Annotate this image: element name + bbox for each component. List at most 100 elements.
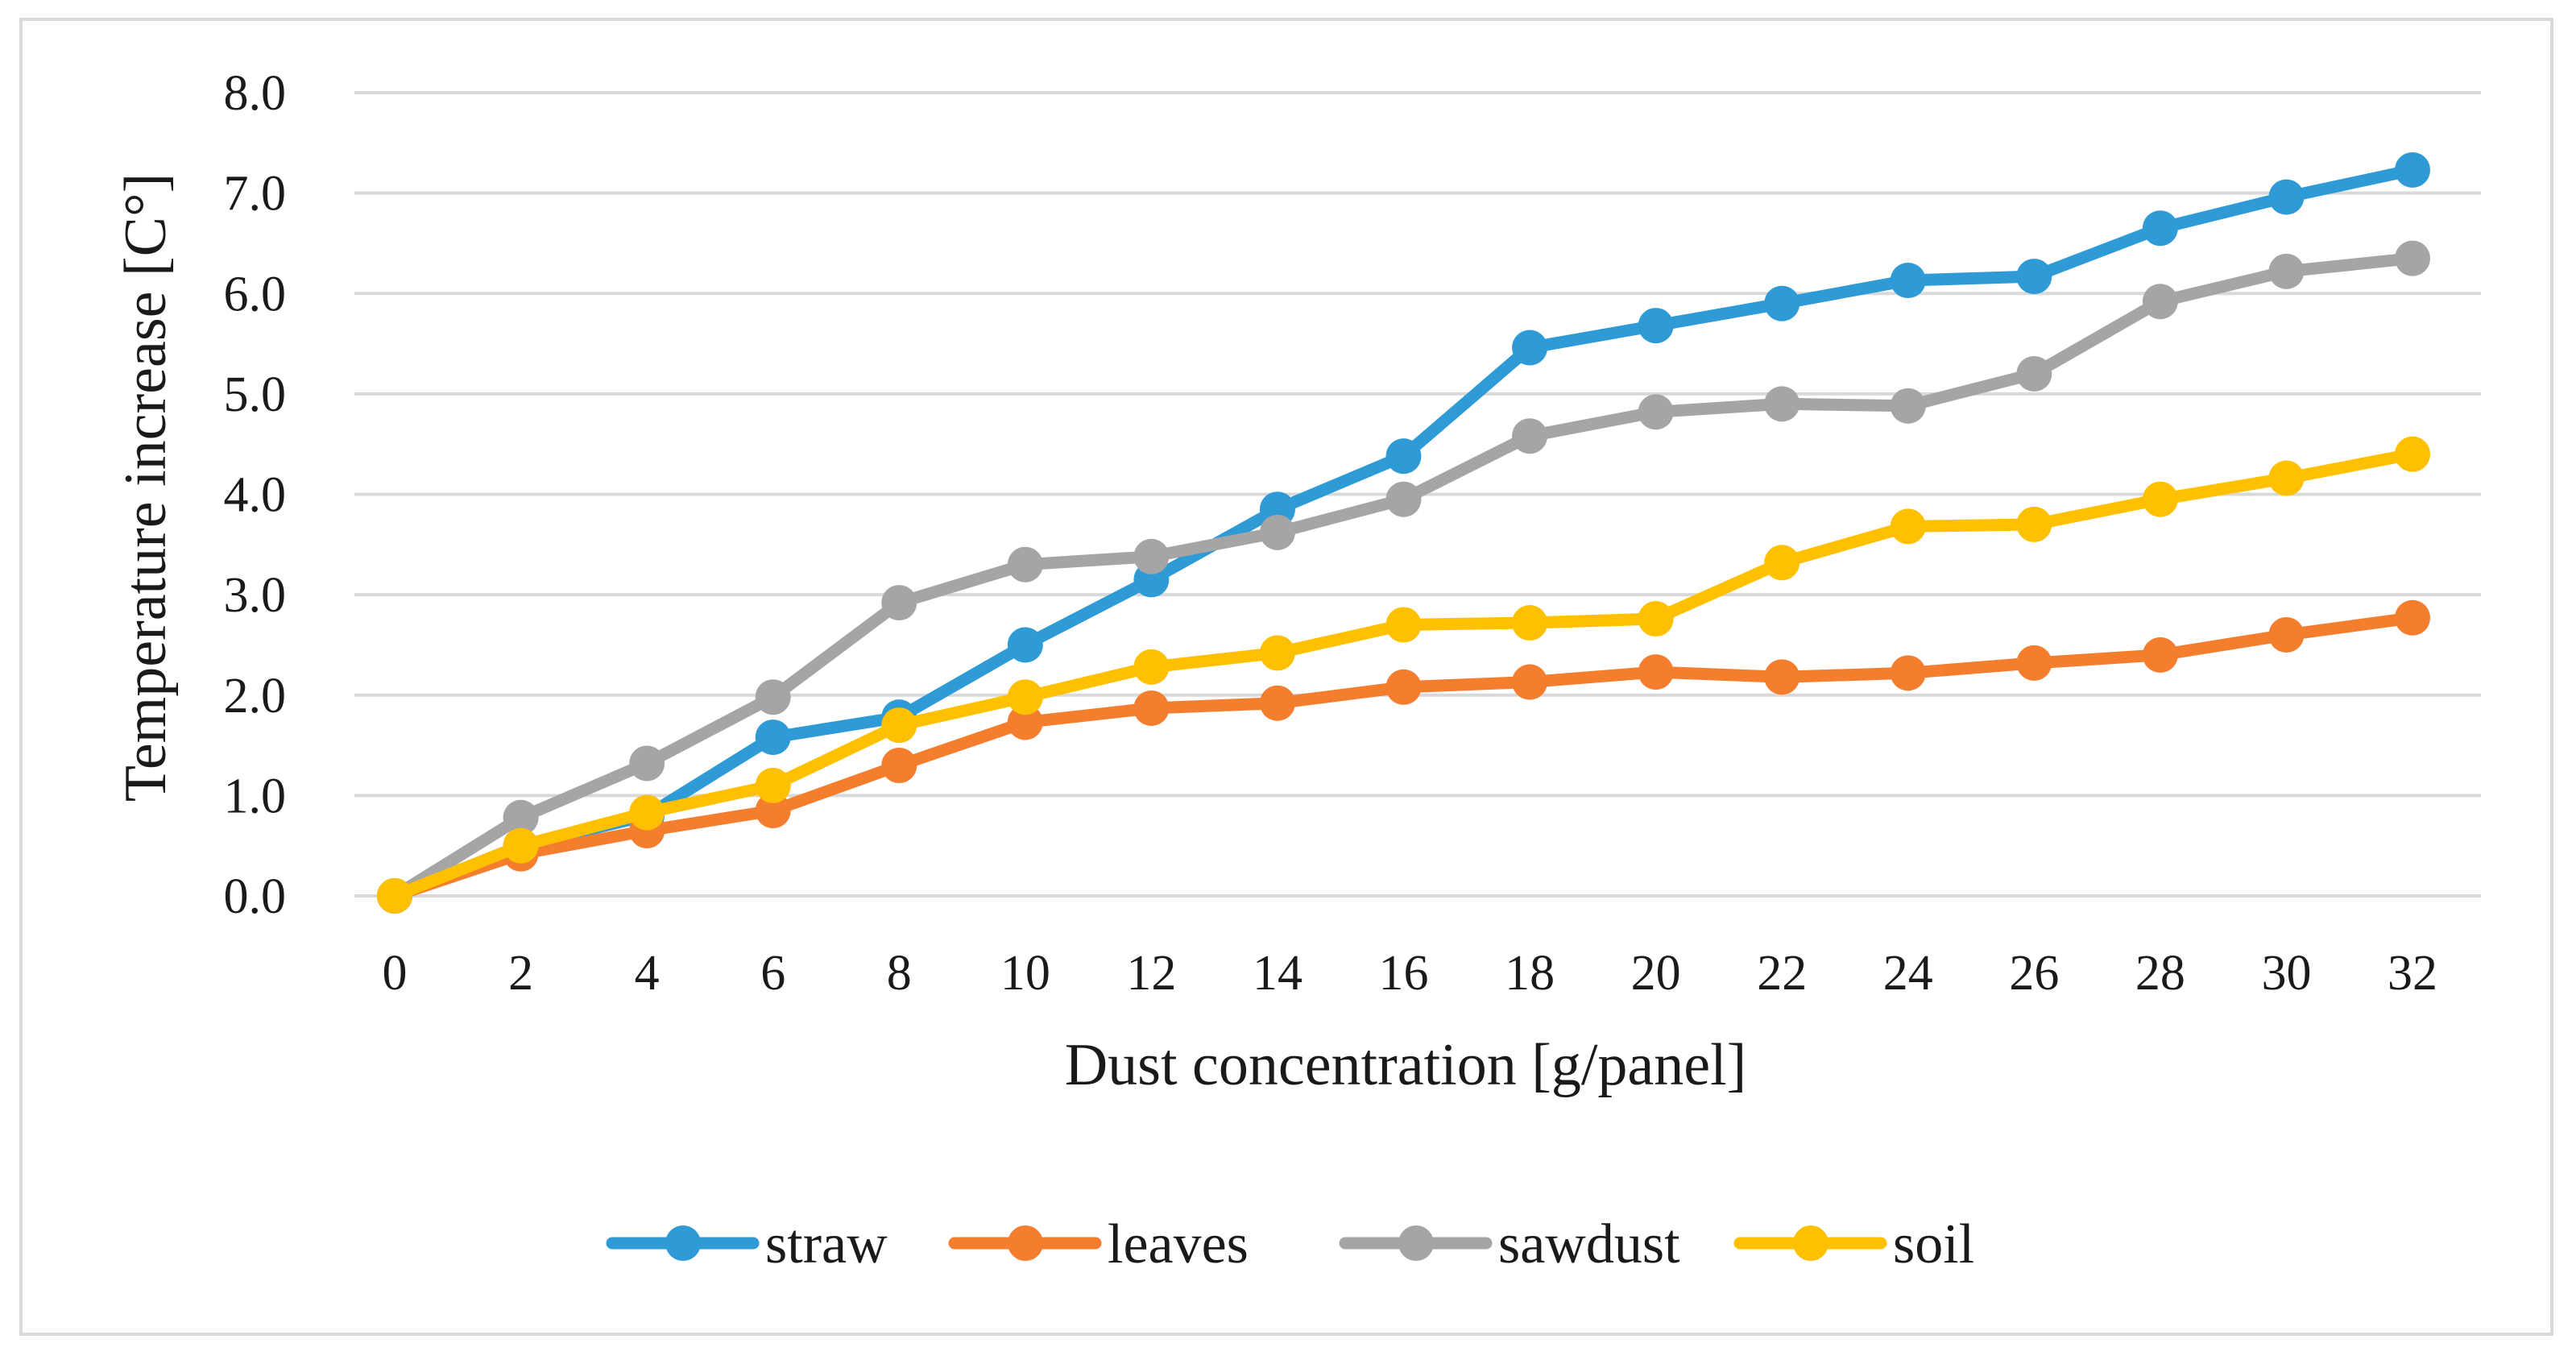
- series-lines: [377, 151, 2430, 914]
- series-leaves: [377, 599, 2430, 914]
- sawdust-point: [1007, 546, 1043, 583]
- soil-point: [1764, 545, 1800, 581]
- leaves-point: [1638, 654, 1674, 690]
- series-sawdust: [377, 240, 2430, 914]
- legend-swatch-marker: [1398, 1225, 1434, 1261]
- x-tick-label: 26: [2009, 946, 2059, 1001]
- soil-point: [503, 827, 539, 864]
- soil-point: [629, 794, 665, 831]
- x-tick-label: 14: [1253, 946, 1302, 1001]
- soil-point: [1385, 607, 1422, 643]
- x-tick-label: 24: [1883, 946, 1933, 1001]
- x-tick-label: 2: [508, 946, 533, 1001]
- x-tick-label: 12: [1126, 946, 1176, 1001]
- soil-point: [1890, 508, 1926, 545]
- leaves-point: [881, 747, 917, 783]
- legend-item-sawdust: sawdust: [1339, 1213, 1680, 1275]
- leaves-point: [2142, 636, 2178, 673]
- sawdust-point: [2268, 253, 2305, 289]
- x-tick-label: 4: [635, 946, 660, 1001]
- y-tick-label: 6.0: [224, 267, 287, 321]
- sawdust-point: [2142, 284, 2178, 320]
- leaves-point: [1890, 655, 1926, 691]
- straw-point: [2016, 259, 2052, 295]
- sawdust-point: [1133, 538, 1170, 574]
- legend-label: soil: [1893, 1213, 1974, 1275]
- soil-point: [2016, 506, 2052, 542]
- y-tick-label: 1.0: [224, 769, 287, 823]
- y-tick-label: 5.0: [224, 367, 287, 422]
- legend-label: straw: [765, 1213, 888, 1275]
- sawdust-point: [881, 585, 917, 621]
- legend: straw leaves sawdust soil: [606, 1213, 1974, 1275]
- x-tick-label: 10: [1000, 946, 1050, 1001]
- sawdust-point: [1638, 394, 1674, 430]
- leaves-point: [755, 793, 791, 829]
- y-tick-label: 4.0: [224, 468, 287, 523]
- y-tick-label: 7.0: [224, 167, 287, 222]
- x-tick-label: 16: [1379, 946, 1429, 1001]
- soil-point: [755, 767, 791, 803]
- straw-line: [388, 164, 2419, 902]
- soil-point: [1259, 635, 1295, 671]
- series-soil: [377, 436, 2430, 914]
- x-tick-label: 6: [760, 946, 785, 1001]
- straw-point: [1764, 285, 1800, 321]
- legend-item-leaves: leaves: [948, 1213, 1249, 1275]
- x-tick-label: 0: [383, 946, 408, 1001]
- soil-point: [881, 707, 917, 744]
- straw-point: [755, 719, 791, 756]
- leaves-point: [2268, 616, 2305, 653]
- straw-point: [2395, 151, 2430, 188]
- x-axis-label: Dust concentration [g/panel]: [1065, 1032, 1747, 1098]
- soil-point: [377, 878, 412, 914]
- straw-point: [1007, 627, 1043, 663]
- y-tick-label: 0.0: [224, 869, 287, 924]
- x-tick-label: 32: [2388, 946, 2437, 1001]
- y-axis-label: Temperature increase [C°]: [113, 173, 179, 802]
- sawdust-point: [1385, 481, 1422, 517]
- leaves-line: [388, 612, 2419, 902]
- legend-swatch-marker: [1793, 1225, 1828, 1261]
- y-axis-ticks: 0.0 1.0 2.0 3.0 4.0 5.0 6.0 7.0 8.0: [224, 66, 287, 924]
- straw-point: [2142, 210, 2178, 247]
- sawdust-point: [1764, 386, 1800, 422]
- sawdust-point: [629, 745, 665, 782]
- leaves-point: [1512, 664, 1548, 700]
- legend-item-soil: soil: [1733, 1213, 1974, 1275]
- straw-point: [2268, 179, 2305, 215]
- leaves-point: [1259, 685, 1295, 721]
- leaves-point: [2016, 645, 2052, 681]
- leaves-point: [1007, 704, 1043, 740]
- soil-point: [1007, 679, 1043, 715]
- straw-point: [1638, 308, 1674, 344]
- straw-point: [1512, 330, 1548, 366]
- x-tick-label: 8: [887, 946, 912, 1001]
- y-tick-label: 3.0: [224, 568, 287, 623]
- soil-point: [1638, 601, 1674, 637]
- legend-swatch-marker: [665, 1225, 701, 1261]
- soil-point: [1133, 649, 1170, 685]
- x-tick-label: 18: [1505, 946, 1555, 1001]
- soil-point: [1512, 605, 1548, 641]
- x-tick-label: 28: [2135, 946, 2185, 1001]
- y-tick-label: 8.0: [224, 66, 287, 121]
- sawdust-point: [2395, 240, 2430, 276]
- straw-point: [1385, 438, 1422, 475]
- legend-item-straw: straw: [606, 1213, 888, 1275]
- x-tick-label: 30: [2261, 946, 2311, 1001]
- x-tick-label: 22: [1757, 946, 1807, 1001]
- legend-swatch-marker: [1008, 1225, 1043, 1261]
- sawdust-point: [503, 799, 539, 835]
- sawdust-point: [1259, 514, 1295, 550]
- x-tick-label: 20: [1631, 946, 1681, 1001]
- soil-point: [2268, 460, 2305, 496]
- sawdust-point: [2016, 355, 2052, 392]
- soil-point: [2142, 481, 2178, 517]
- straw-point: [1890, 263, 1926, 299]
- y-tick-label: 2.0: [224, 669, 287, 724]
- leaves-point: [1385, 669, 1422, 705]
- sawdust-point: [1512, 418, 1548, 454]
- leaves-point: [1764, 659, 1800, 695]
